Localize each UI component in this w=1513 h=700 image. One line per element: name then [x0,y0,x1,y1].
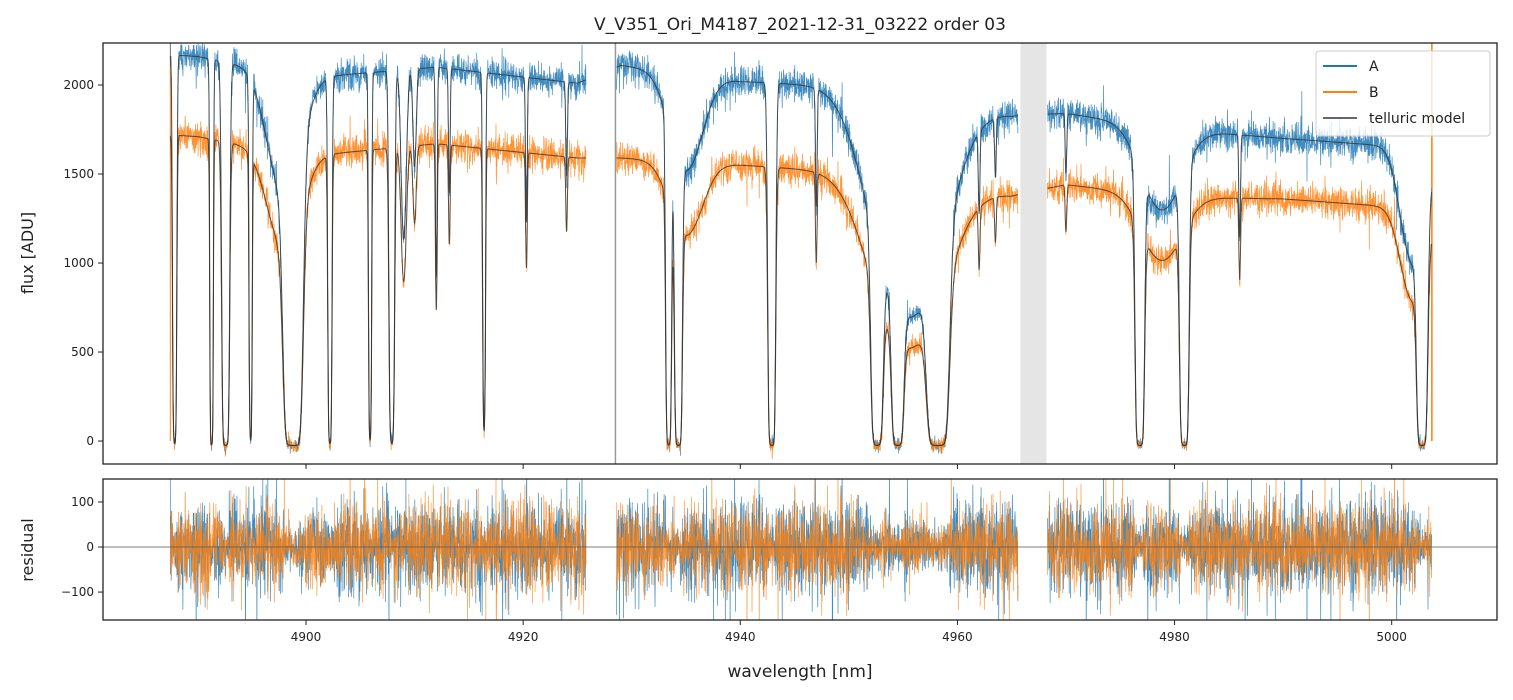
flux-axes-frame [102,42,1498,465]
legend: A B telluric model [1315,50,1491,137]
gap-band [1020,43,1047,464]
y-tick-label: 0 [86,540,94,554]
residual-b-line [169,479,1432,620]
x-tick-label: 4960 [942,630,973,644]
residual-axes-frame [102,478,1498,621]
legend-label-b: B [1369,85,1379,101]
series-b-line [169,115,1432,460]
residual-panel: 4900 4920 4940 4960 4980 5000 −100 0 100 [61,478,1498,644]
x-axis-label: wavelength [nm] [727,662,872,682]
chart-title: V_V351_Ori_M4187_2021-12-31_03222 order … [594,15,1006,35]
flux-series [169,43,1433,464]
y-tick-label: 2000 [63,78,94,92]
x-tick-label: 5000 [1376,630,1407,644]
y-tick-label: 1000 [63,256,94,270]
x-tick-label: 4940 [725,630,756,644]
x-tick-label: 4980 [1159,630,1190,644]
x-tick-label: 4920 [508,630,539,644]
y-tick-label: 1500 [63,167,94,181]
flux-y-label: flux [ADU] [18,212,37,294]
telluric-model-a-line [169,54,1433,446]
y-tick-label: −100 [61,585,94,599]
legend-label-model: telluric model [1369,111,1465,127]
y-tick-label: 0 [86,434,94,448]
residual-y-label: residual [18,518,37,581]
telluric-model-b-line [169,135,1433,446]
legend-label-a: A [1369,59,1379,75]
x-tick-label: 4900 [291,630,322,644]
series-a-line [170,43,1432,456]
flux-panel: 0 500 1000 1500 2000 [63,42,1498,469]
y-tick-label: 100 [71,495,94,509]
residual-series [103,479,1497,620]
y-tick-label: 500 [71,345,94,359]
